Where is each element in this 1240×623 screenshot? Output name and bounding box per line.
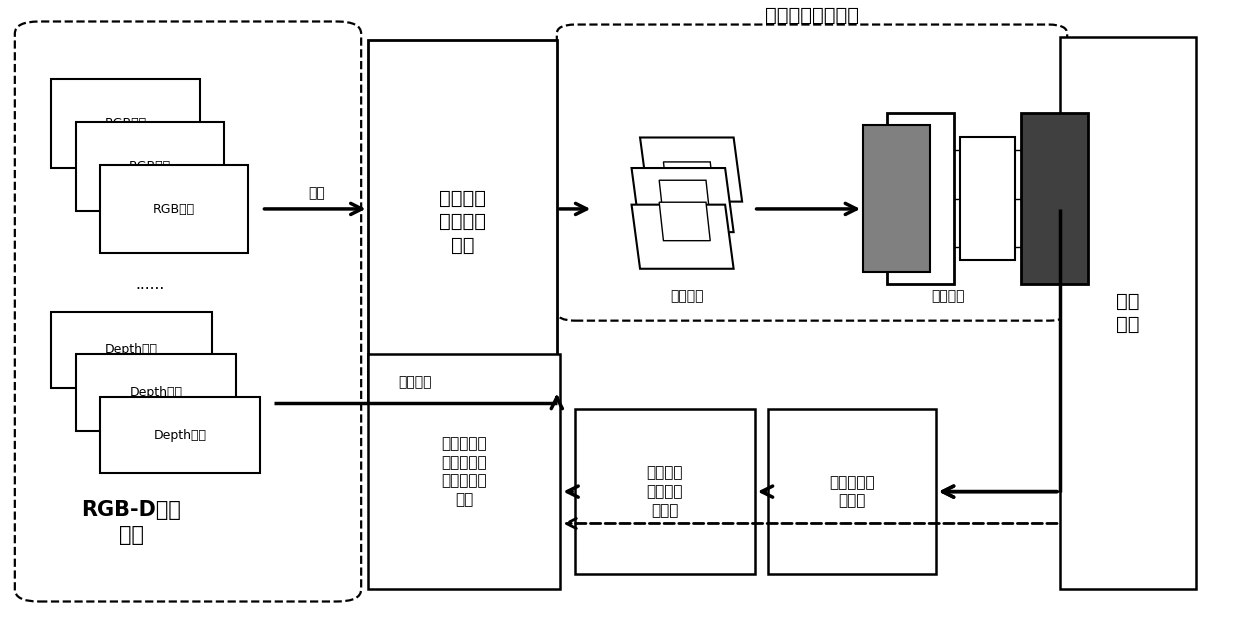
Text: Depth图像: Depth图像 <box>129 386 182 399</box>
Polygon shape <box>1021 113 1087 284</box>
Bar <box>51 312 212 388</box>
Text: 快速目标
候选区域
获取: 快速目标 候选区域 获取 <box>439 188 486 254</box>
Polygon shape <box>888 113 954 284</box>
FancyBboxPatch shape <box>557 24 1068 321</box>
Polygon shape <box>640 138 742 202</box>
Text: RGB图像: RGB图像 <box>129 160 171 173</box>
Text: 多帧检测
识别一致
性估计: 多帧检测 识别一致 性估计 <box>647 465 683 518</box>
Bar <box>76 354 236 430</box>
Polygon shape <box>631 168 734 232</box>
Text: RGB-D视频
序列: RGB-D视频 序列 <box>82 500 181 545</box>
Polygon shape <box>863 125 930 272</box>
Text: RGB图像: RGB图像 <box>153 202 195 216</box>
Text: RGB图像: RGB图像 <box>104 117 146 130</box>
Bar <box>368 40 557 403</box>
Text: 深度网络: 深度网络 <box>931 289 965 303</box>
Text: 检测: 检测 <box>308 187 325 201</box>
Text: 识别
指令: 识别 指令 <box>1116 292 1140 335</box>
Bar <box>1060 37 1197 589</box>
Bar <box>51 80 200 168</box>
Text: 目标识别深度网络: 目标识别深度网络 <box>765 6 859 25</box>
Polygon shape <box>663 162 714 201</box>
Text: ......: ...... <box>135 277 165 292</box>
Text: 单帧目标识
别结果: 单帧目标识 别结果 <box>830 475 875 508</box>
Bar <box>769 409 936 574</box>
Text: 优化筛选: 优化筛选 <box>398 374 432 389</box>
Bar <box>100 397 260 473</box>
Polygon shape <box>631 204 734 269</box>
Text: 长时序关联
及目标识别
累积置信度
排序: 长时序关联 及目标识别 累积置信度 排序 <box>441 436 487 507</box>
Polygon shape <box>960 138 1014 260</box>
FancyBboxPatch shape <box>15 21 361 602</box>
Text: Depth图像: Depth图像 <box>154 429 207 442</box>
Text: 目标候选: 目标候选 <box>670 289 703 303</box>
Bar <box>575 409 755 574</box>
Text: Depth图像: Depth图像 <box>105 343 157 356</box>
Polygon shape <box>660 202 711 240</box>
Bar <box>368 354 560 589</box>
Polygon shape <box>660 180 711 219</box>
Bar <box>100 165 248 254</box>
Bar <box>76 122 224 211</box>
